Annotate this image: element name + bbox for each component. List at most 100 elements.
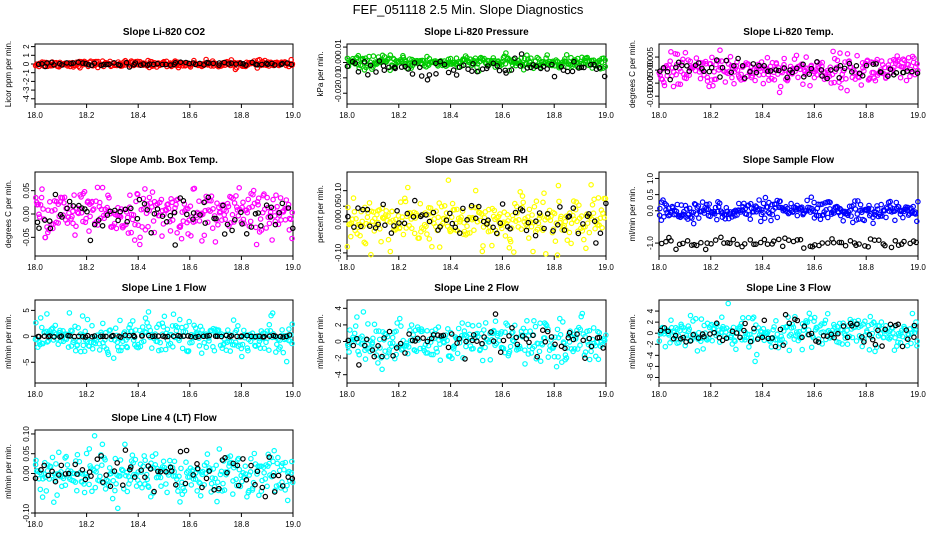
y-tick-label: -4 [22,95,31,103]
data-point [824,214,831,221]
data-point [142,186,148,192]
y-tick-label: 4 [334,306,343,311]
data-point [743,211,750,218]
data-point [552,334,558,341]
selected-point [761,317,768,324]
data-point [113,480,119,487]
data-point [504,322,511,328]
data-point [830,48,836,55]
selected-point [406,331,412,337]
data-point [752,358,758,365]
data-point [517,189,524,195]
selected-point [190,472,197,478]
data-point [467,230,473,236]
selected-point [716,334,723,341]
selected-point [97,333,104,340]
data-point [46,199,53,205]
data-point [387,219,393,225]
data-point [345,204,351,211]
data-point [844,87,850,94]
data-point [518,226,525,232]
data-point [110,477,117,484]
data-point [914,61,920,67]
selected-point [410,214,417,220]
data-point [86,481,92,488]
data-point [870,220,876,227]
selected-point [550,228,556,234]
selected-point [879,343,885,349]
data-point [39,494,46,500]
selected-point [46,218,53,224]
data-point [288,458,295,465]
data-point [364,214,371,221]
data-point [459,320,466,326]
data-point [905,61,912,68]
selected-point [512,209,519,216]
selected-point [375,342,381,349]
data-point [210,206,216,212]
data-point [539,341,546,348]
data-point [123,209,130,215]
data-point [214,498,220,505]
data-point [480,327,487,333]
selected-point [661,325,668,331]
selected-point [157,468,164,475]
selected-point [892,238,899,244]
data-point [897,74,904,81]
panel-title: Slope Line 2 Flow [434,283,519,294]
data-point [112,455,119,462]
data-point [227,453,234,459]
selected-point [411,60,418,66]
data-point [513,203,520,210]
x-tick-label: 18.6 [182,263,198,272]
selected-point [437,58,444,65]
data-point [132,456,139,463]
data-point [239,204,245,211]
selected-point [815,339,822,345]
selected-point [730,236,737,243]
data-point [122,441,128,448]
selected-point [591,218,598,225]
data-point [192,476,199,483]
data-point [233,476,239,483]
selected-point [47,225,54,232]
selected-point [588,343,595,350]
selected-point [717,74,723,80]
selected-point [51,62,57,68]
selected-point [128,205,134,212]
selected-point [514,341,521,348]
x-tick-label: 18.4 [130,263,146,272]
x-tick-label: 18.4 [443,390,459,399]
data-point [213,462,220,469]
selected-point [70,203,77,209]
data-point [32,194,39,201]
data-point [781,61,787,68]
selected-point [226,61,232,67]
selected-point [565,334,572,341]
selected-point [490,60,497,67]
y-tick-label: -0.02 [334,84,343,103]
x-tick-label: 18.4 [130,390,146,399]
selected-point [165,333,171,340]
data-point [261,469,267,476]
data-point [384,353,390,360]
data-point [497,211,503,217]
y-tick-label: 2 [646,319,655,324]
data-point [282,459,289,466]
data-point [43,488,50,494]
data-point [236,185,243,191]
selected-point [903,327,910,333]
x-tick-label: 18.8 [234,520,250,529]
selected-point [79,205,85,211]
data-point [869,330,876,337]
data-point [94,184,101,191]
selected-point [117,62,123,69]
data-point [781,55,788,62]
selected-point [569,68,576,75]
data-point [480,243,486,249]
data-point [845,212,851,219]
selected-point [263,202,270,209]
data-point [404,184,411,191]
selected-point [229,227,235,234]
data-point [206,338,212,344]
